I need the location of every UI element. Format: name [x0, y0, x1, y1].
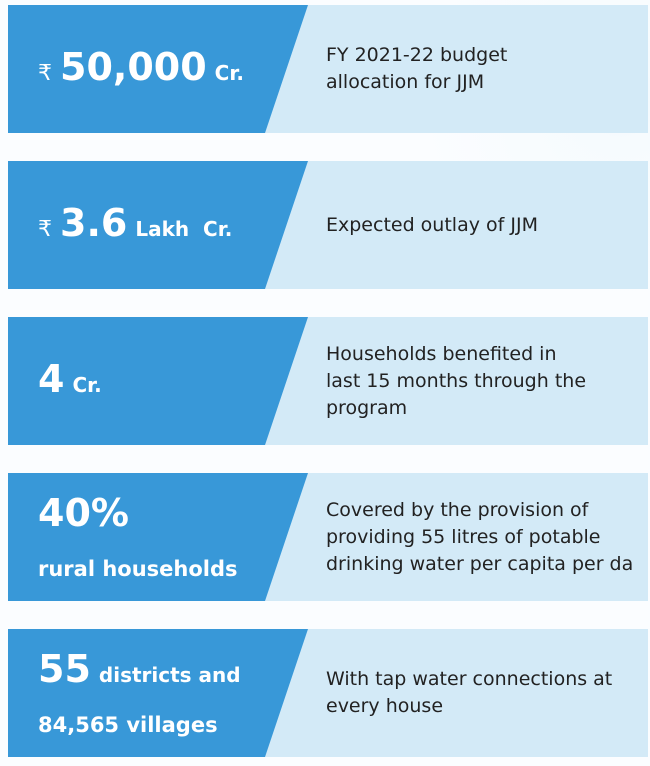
- unit: Lakh Cr.: [135, 217, 233, 241]
- description-line: last 15 months through the: [326, 369, 587, 392]
- figure: 55: [38, 647, 91, 691]
- description-line: program: [326, 396, 408, 419]
- stat-card: ₹3.6 Lakh Cr. Expected outlay of JJM: [8, 161, 648, 289]
- stat-card: 4 Cr. Households benefited in last 15 month…: [8, 317, 648, 445]
- figure-line: ₹50,000 Cr.: [38, 45, 244, 89]
- description-line: providing 55 litres of potable: [326, 525, 601, 548]
- figure: 40%: [38, 491, 129, 535]
- highlight-panel: 55 districts and 84,565 villages: [8, 629, 308, 757]
- description-line: Expected outlay of JJM: [326, 213, 538, 236]
- figure-line: ₹3.6 Lakh Cr.: [38, 201, 232, 245]
- highlight-panel: 4 Cr.: [8, 317, 308, 445]
- description-line: Covered by the provision of: [326, 498, 589, 521]
- description: Households benefited in last 15 months th…: [326, 317, 648, 445]
- description: FY 2021-22 budget allocation for JJM: [326, 5, 648, 133]
- description-line: FY 2021-22 budget: [326, 44, 508, 66]
- highlight-panel: 40% rural households: [8, 473, 308, 601]
- currency-symbol: ₹: [38, 61, 52, 86]
- unit: Cr.: [72, 373, 102, 397]
- description-line: allocation for JJM: [326, 71, 485, 93]
- description: With tap water connections at every house: [326, 629, 648, 757]
- highlight-panel: ₹50,000 Cr.: [8, 5, 308, 133]
- description-line: drinking water per capita per da: [326, 552, 634, 575]
- figure: 3.6: [60, 201, 128, 245]
- description: Expected outlay of JJM: [326, 161, 648, 289]
- figure-line: 55 districts and: [38, 647, 241, 691]
- stat-card: 55 districts and 84,565 villages With tap w…: [8, 629, 648, 757]
- description-line: every house: [326, 695, 444, 717]
- figure-line: 40%: [38, 491, 129, 535]
- description-line: Households benefited in: [326, 342, 557, 365]
- unit: districts and: [98, 663, 241, 687]
- highlight-panel: ₹3.6 Lakh Cr.: [8, 161, 308, 289]
- figure-line: 4 Cr.: [38, 357, 102, 401]
- description-line: With tap water connections at: [326, 668, 613, 690]
- stat-card: 40% rural households Covered by the provis…: [8, 473, 648, 601]
- stat-card: ₹50,000 Cr. FY 2021-22 budget allocation fo…: [8, 5, 648, 133]
- figure: 50,000: [60, 45, 207, 89]
- figure-subline: rural households: [38, 557, 238, 581]
- unit: Cr.: [214, 61, 244, 85]
- figure: 4: [38, 357, 65, 401]
- figure-subline: 84,565 villages: [38, 713, 218, 737]
- currency-symbol: ₹: [38, 217, 52, 242]
- description: Covered by the provision of providing 55 …: [326, 473, 648, 601]
